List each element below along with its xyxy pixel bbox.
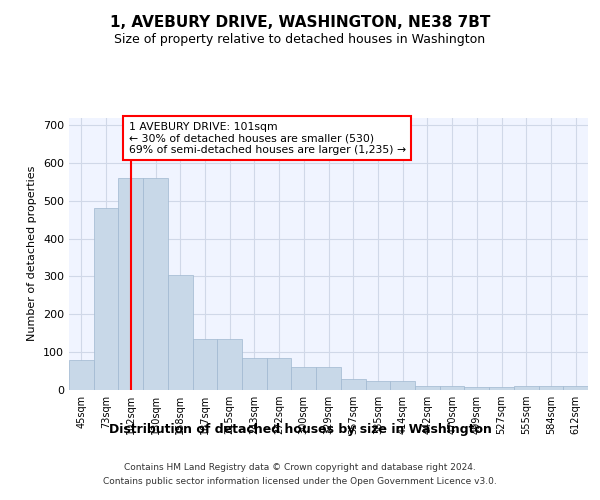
Text: 1, AVEBURY DRIVE, WASHINGTON, NE38 7BT: 1, AVEBURY DRIVE, WASHINGTON, NE38 7BT — [110, 15, 490, 30]
Bar — [193, 339, 217, 390]
Bar — [341, 378, 365, 390]
Bar — [118, 178, 143, 390]
Text: Contains HM Land Registry data © Crown copyright and database right 2024.: Contains HM Land Registry data © Crown c… — [124, 462, 476, 471]
Bar — [143, 178, 168, 390]
Bar — [292, 368, 316, 390]
Bar — [489, 387, 514, 390]
Bar — [168, 274, 193, 390]
Bar — [69, 360, 94, 390]
Bar — [415, 386, 440, 390]
Bar — [514, 386, 539, 390]
Bar — [242, 358, 267, 390]
Bar — [563, 386, 588, 390]
Bar — [217, 339, 242, 390]
Bar — [390, 380, 415, 390]
Text: Contains public sector information licensed under the Open Government Licence v3: Contains public sector information licen… — [103, 478, 497, 486]
Bar — [316, 368, 341, 390]
Bar — [539, 386, 563, 390]
Bar — [464, 387, 489, 390]
Text: Size of property relative to detached houses in Washington: Size of property relative to detached ho… — [115, 32, 485, 46]
Bar — [365, 380, 390, 390]
Text: 1 AVEBURY DRIVE: 101sqm
← 30% of detached houses are smaller (530)
69% of semi-d: 1 AVEBURY DRIVE: 101sqm ← 30% of detache… — [128, 122, 406, 155]
Bar — [440, 386, 464, 390]
Bar — [94, 208, 118, 390]
Y-axis label: Number of detached properties: Number of detached properties — [28, 166, 37, 342]
Text: Distribution of detached houses by size in Washington: Distribution of detached houses by size … — [109, 422, 491, 436]
Bar — [267, 358, 292, 390]
